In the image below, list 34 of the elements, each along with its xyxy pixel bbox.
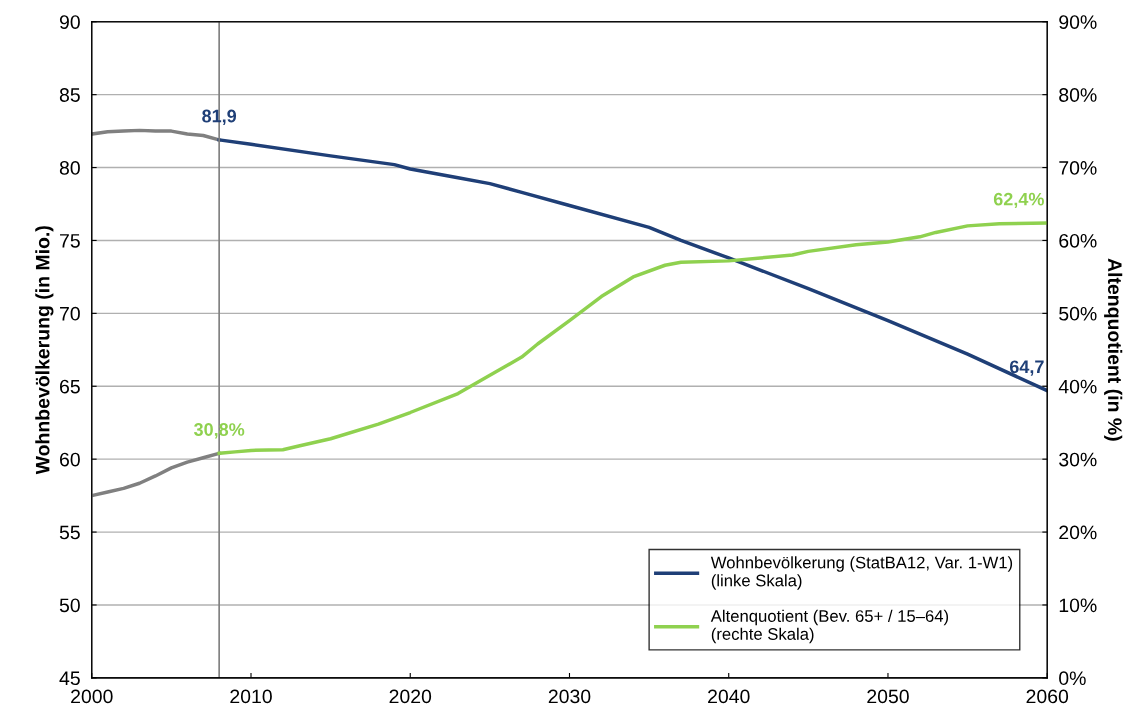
y2-tick-label: 10%	[1059, 598, 1097, 613]
y-tick-label: 50	[59, 598, 80, 613]
x-tick-label: 2000	[71, 689, 113, 704]
y-axis-title: Wohnbevölkerung (in Mio.)	[35, 226, 54, 475]
x-tick-label: 2030	[548, 689, 591, 704]
annotation: 64,7	[1009, 360, 1044, 376]
y2-tick-label: 80%	[1059, 88, 1097, 102]
y-tick-label: 65	[60, 379, 80, 394]
y2-tick-label: 90%	[1059, 15, 1097, 29]
y-tick-label: 75	[60, 234, 80, 248]
y2-tick-label: 30%	[1059, 452, 1097, 467]
legend-label: Altenquotient (Bev. 65+ / 15–64) (rechte Skala)	[710, 609, 949, 644]
y-tick-label: 80	[59, 161, 80, 175]
x-tick-label: 2010	[230, 689, 272, 704]
y2-tick-label: 70%	[1059, 161, 1097, 175]
y-tick-label: 85	[59, 88, 80, 102]
x-tick-label: 2060	[1026, 689, 1069, 704]
y-tick-label: 90	[59, 15, 80, 29]
y-tick-label: 45	[59, 671, 80, 686]
x-tick-label: 2020	[389, 689, 432, 704]
y2-tick-label: 0%	[1059, 671, 1086, 686]
legend-label: Wohnbevölkerung (StatBA12, Var. 1-W1) (linke Skala)	[710, 556, 1013, 590]
y2-tick-label: 60%	[1059, 233, 1097, 248]
y-tick-label: 60	[60, 452, 80, 467]
y2-tick-label: 50%	[1059, 306, 1097, 321]
y-tick-label: 70	[60, 306, 80, 321]
y2-tick-label: 20%	[1059, 525, 1097, 540]
x-tick-label: 2040	[708, 689, 750, 704]
line-series	[217, 138, 1048, 393]
x-tick-label: 2050	[867, 689, 909, 704]
y2-axis-title: Altenquotient (in %)	[1104, 258, 1123, 441]
annotation: 62,4%	[993, 192, 1044, 209]
y2-tick-label: 40%	[1058, 379, 1097, 394]
y-tick-label: 55	[59, 525, 80, 540]
